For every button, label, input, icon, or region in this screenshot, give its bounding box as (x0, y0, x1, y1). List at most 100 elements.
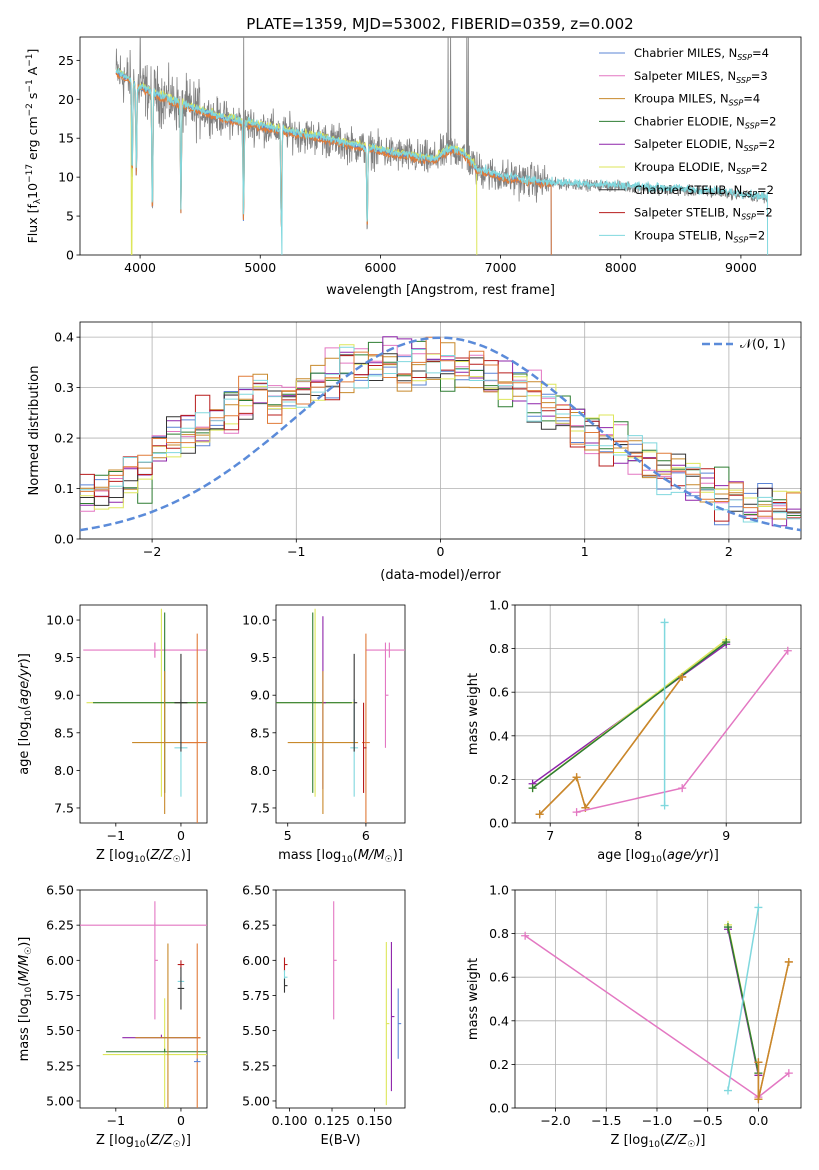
y-tick-label: 1.0 (489, 598, 509, 613)
weight_vs_Z-plot (521, 903, 793, 1104)
x-tick-label: −1.5 (591, 1113, 621, 1128)
axes-frame (275, 889, 406, 1109)
y-tick-label: 0.8 (489, 926, 509, 941)
y-tick-label: 5.00 (242, 1093, 270, 1108)
point-marker (723, 1086, 732, 1095)
x-tick-label: 0.150 (357, 1113, 393, 1128)
x-tick-label: 0 (177, 828, 185, 843)
y-tick-label: 8.5 (250, 725, 270, 740)
y-tick-label: 6.25 (46, 918, 74, 933)
x-tick-label: 6 (362, 828, 370, 843)
axes-frame (79, 36, 802, 256)
point-marker (660, 618, 669, 627)
x-axis-label: age [log10(age/yr)] (597, 848, 719, 865)
y-tick-label: 5 (66, 209, 74, 224)
point-marker (678, 784, 687, 793)
y-tick-label: 8.0 (250, 763, 270, 778)
y-tick-label: 6.25 (242, 918, 270, 933)
y-tick-label: 5.25 (242, 1058, 270, 1073)
x-axis-label: Z [log10(Z/Z☉)] (96, 1133, 191, 1150)
series-line (532, 641, 727, 789)
x-tick-label: 5000 (244, 260, 276, 275)
legend-entry: 𝒩(0, 1) (740, 336, 786, 351)
y-axis-label: Normed distribution (27, 366, 42, 496)
point-marker (723, 923, 732, 932)
spectrum-model-line (115, 68, 769, 255)
y-tick-label: 9.0 (250, 688, 270, 703)
x-tick-label: 7000 (485, 260, 517, 275)
x-tick-label: 2 (725, 544, 733, 559)
histogram-plot (80, 336, 801, 532)
y-tick-label: 0.0 (54, 532, 74, 547)
x-tick-label: −2 (143, 544, 161, 559)
x-tick-label: 0.0 (748, 1113, 768, 1128)
point-marker (784, 957, 793, 966)
x-tick-label: 0.100 (272, 1113, 308, 1128)
x-tick-label: 7 (546, 828, 554, 843)
legend-entry: Chabrier ELODIE, NSSP=2 (634, 114, 776, 130)
axes-weight_vs_age: 7 8 9 0.0 0.2 0.4 0.6 0.8 1.0 (489, 598, 802, 843)
axes-frame (79, 889, 208, 1109)
point-marker (783, 646, 792, 655)
age_vs_mass-plot (276, 608, 405, 823)
point-marker (784, 1069, 793, 1078)
y-tick-label: 0.6 (489, 685, 509, 700)
y-tick-label: 0.2 (489, 772, 509, 787)
histogram-line (80, 336, 801, 517)
y-axis-label: mass [log10(M/M☉)] (17, 937, 34, 1062)
legend-entry: Salpeter STELIB, NSSP=2 (634, 206, 773, 222)
x-tick-label: 1 (581, 544, 589, 559)
y-tick-label: 0.4 (489, 728, 509, 743)
x-axis-label: Z [log10(Z/Z☉)] (96, 848, 191, 865)
x-tick-label: 0 (437, 544, 445, 559)
axes-age_vs_Z: −1 0 7.5 8.0 8.5 9.0 9.5 10.0 (46, 604, 208, 843)
x-tick-label: 9000 (725, 260, 757, 275)
y-tick-label: 6.00 (46, 953, 74, 968)
y-tick-label: 0.2 (489, 1057, 509, 1072)
series-line (539, 676, 683, 815)
axes-frame (79, 604, 208, 824)
axes-mass_vs_Z: −1 0 5.00 5.25 5.50 5.75 6.00 6.25 6.50 (46, 883, 208, 1128)
mass_vs_ebv-plot (283, 901, 402, 1106)
y-tick-label: 0.0 (489, 1101, 509, 1116)
x-axis-label: wavelength [Angstrom, rest frame] (326, 283, 555, 298)
y-tick-label: 10.0 (46, 613, 74, 628)
y-axis-label: Flux [fλ10−17 erg cm−2 s−1 A−1] (25, 49, 43, 244)
histogram-line (80, 353, 801, 513)
x-tick-label: −1 (107, 828, 125, 843)
point-marker (660, 801, 669, 810)
x-tick-label: −0.5 (693, 1113, 723, 1128)
axes-frame (275, 604, 406, 824)
y-tick-label: 8.5 (54, 725, 74, 740)
x-axis-label: Z [log10(Z/Z☉)] (611, 1133, 706, 1150)
y-tick-label: 8.0 (54, 763, 74, 778)
y-tick-label: 5.50 (242, 1023, 270, 1038)
y-tick-label: 0.4 (54, 330, 74, 345)
y-tick-label: 9.5 (54, 650, 74, 665)
point-marker (754, 1095, 763, 1104)
x-tick-label: −2.0 (540, 1113, 570, 1128)
x-tick-label: 0 (177, 1113, 185, 1128)
x-tick-label: −1.0 (642, 1113, 672, 1128)
y-tick-label: 0.8 (489, 641, 509, 656)
gaussian-curve (80, 336, 801, 532)
y-axis-label: age [log10(age/yr)] (17, 653, 34, 775)
axes-spectrum: 4000 5000 6000 7000 8000 9000 0 5 10 15 20 25 (58, 36, 802, 275)
point-marker (754, 903, 763, 912)
y-tick-label: 0.4 (489, 1013, 509, 1028)
legend-entry: Kroupa STELIB, NSSP=2 (634, 228, 765, 244)
axes-mass_vs_ebv: 0.100 0.125 0.150 5.00 5.25 5.50 5.75 6.00 6.25 6… (242, 883, 406, 1128)
y-axis-label: mass weight (466, 673, 481, 755)
point-marker (528, 784, 537, 793)
x-tick-label: 8 (634, 828, 642, 843)
y-tick-label: 10 (58, 170, 74, 185)
y-tick-label: 6.50 (46, 883, 74, 898)
legend-entry: Salpeter MILES, NSSP=3 (634, 69, 768, 85)
y-tick-label: 1.0 (489, 883, 509, 898)
series-line (757, 961, 790, 1100)
y-tick-label: 5.75 (242, 988, 270, 1003)
series-line (727, 907, 760, 1091)
point-marker (521, 931, 530, 940)
y-tick-label: 9.0 (54, 688, 74, 703)
